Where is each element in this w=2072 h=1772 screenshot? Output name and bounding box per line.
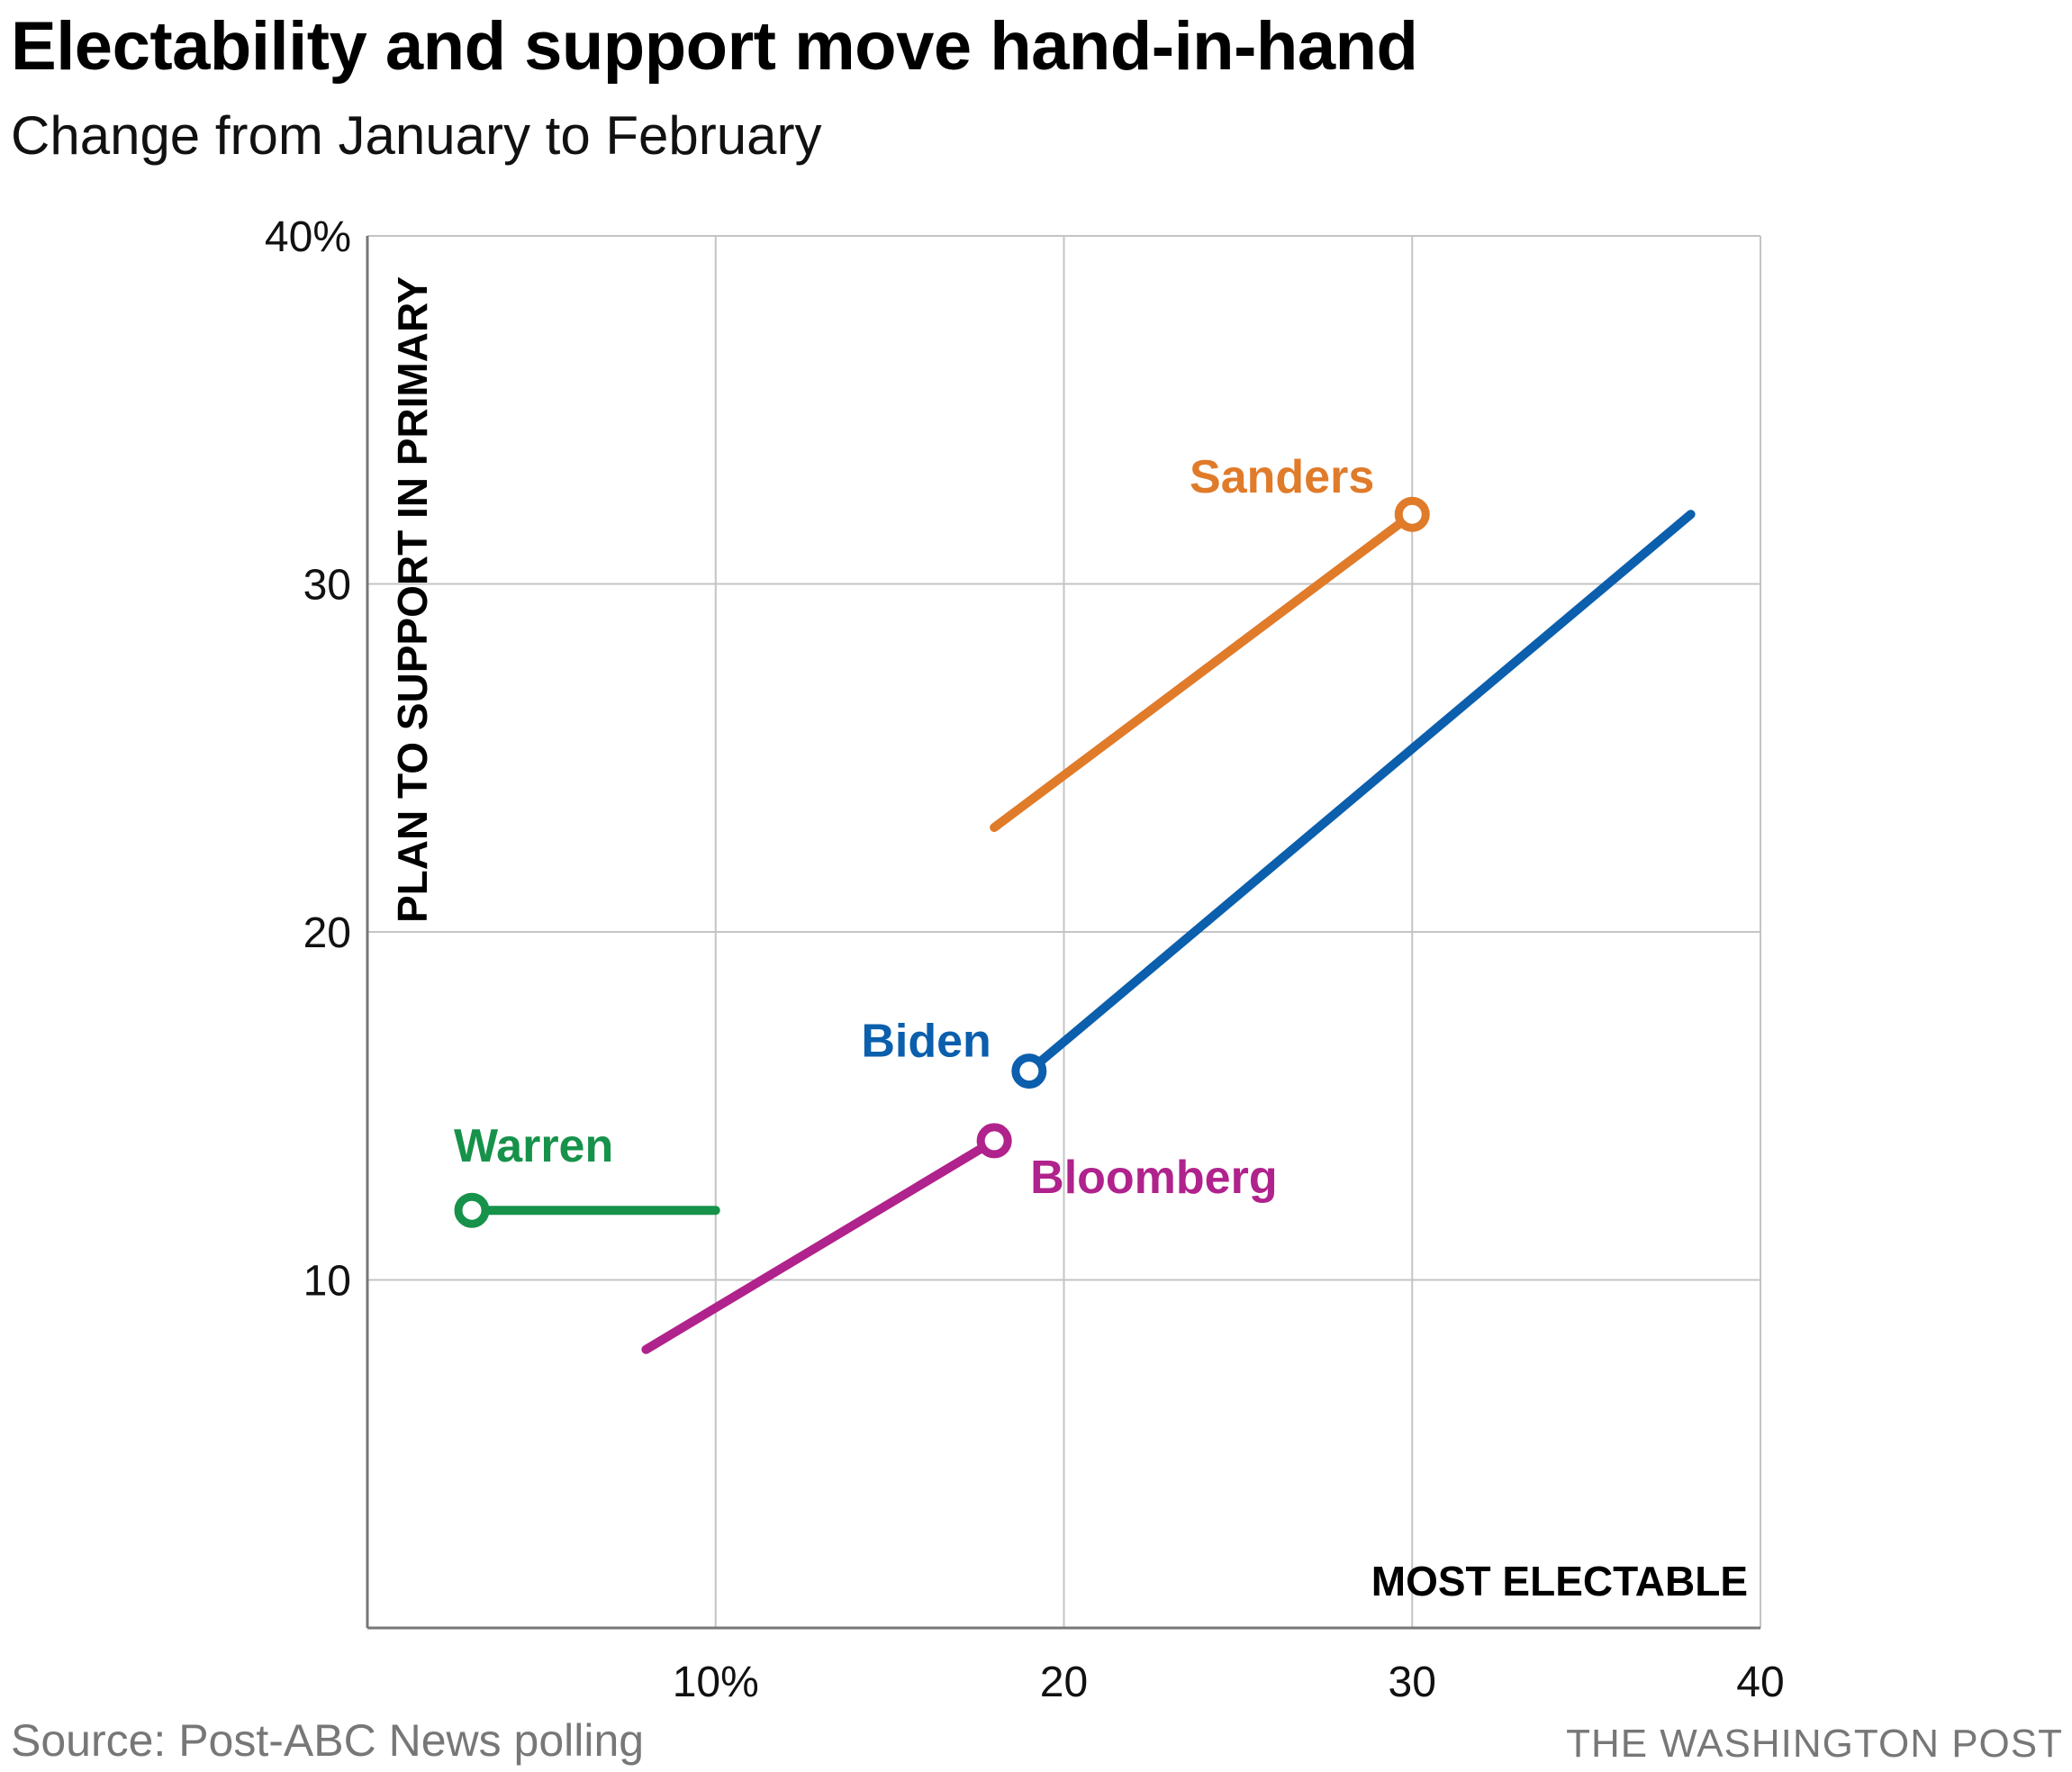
x-tick-label-2: 30 bbox=[1389, 1659, 1436, 1706]
y-tick-label-3: 40% bbox=[265, 213, 351, 261]
bloomberg-february-point bbox=[976, 1123, 1012, 1159]
sanders-label: Sanders bbox=[1190, 451, 1374, 503]
publisher-credit: THE WASHINGTON POST bbox=[1566, 1722, 2063, 1766]
sanders-february-point bbox=[1394, 496, 1430, 532]
x-tick-label-3: 40 bbox=[1736, 1659, 1784, 1706]
series-group: Sanders Biden Bloomberg Warren bbox=[454, 451, 1696, 1354]
tick-labels: 10% 20 30 40 10 20 30 40% bbox=[265, 213, 1785, 1706]
y-axis-label: PLAN TO SUPPORT IN PRIMARY bbox=[389, 276, 436, 923]
sanders-change-line bbox=[990, 510, 1417, 833]
y-tick-label-1: 20 bbox=[303, 909, 351, 957]
chart-title: Electability and support move hand-in-ha… bbox=[11, 8, 1418, 85]
x-tick-label-0: 10% bbox=[673, 1659, 759, 1706]
axes bbox=[366, 236, 1760, 1630]
y-tick-label-2: 30 bbox=[303, 562, 351, 610]
x-axis-label: MOST ELECTABLE bbox=[1371, 1558, 1748, 1605]
grid bbox=[367, 235, 1761, 1628]
source-note: Source: Post-ABC News polling bbox=[11, 1715, 645, 1766]
x-tick-label-1: 20 bbox=[1040, 1659, 1088, 1706]
warren-february-point bbox=[454, 1192, 490, 1228]
biden-change-line bbox=[1024, 510, 1696, 1076]
chart-subtitle: Change from January to February bbox=[11, 105, 822, 166]
bloomberg-change-line bbox=[641, 1135, 1000, 1354]
biden-label: Biden bbox=[861, 1016, 991, 1068]
y-tick-label-0: 10 bbox=[303, 1258, 351, 1306]
warren-label: Warren bbox=[454, 1120, 613, 1172]
biden-february-point bbox=[1011, 1053, 1047, 1089]
bloomberg-label: Bloomberg bbox=[1030, 1152, 1277, 1204]
